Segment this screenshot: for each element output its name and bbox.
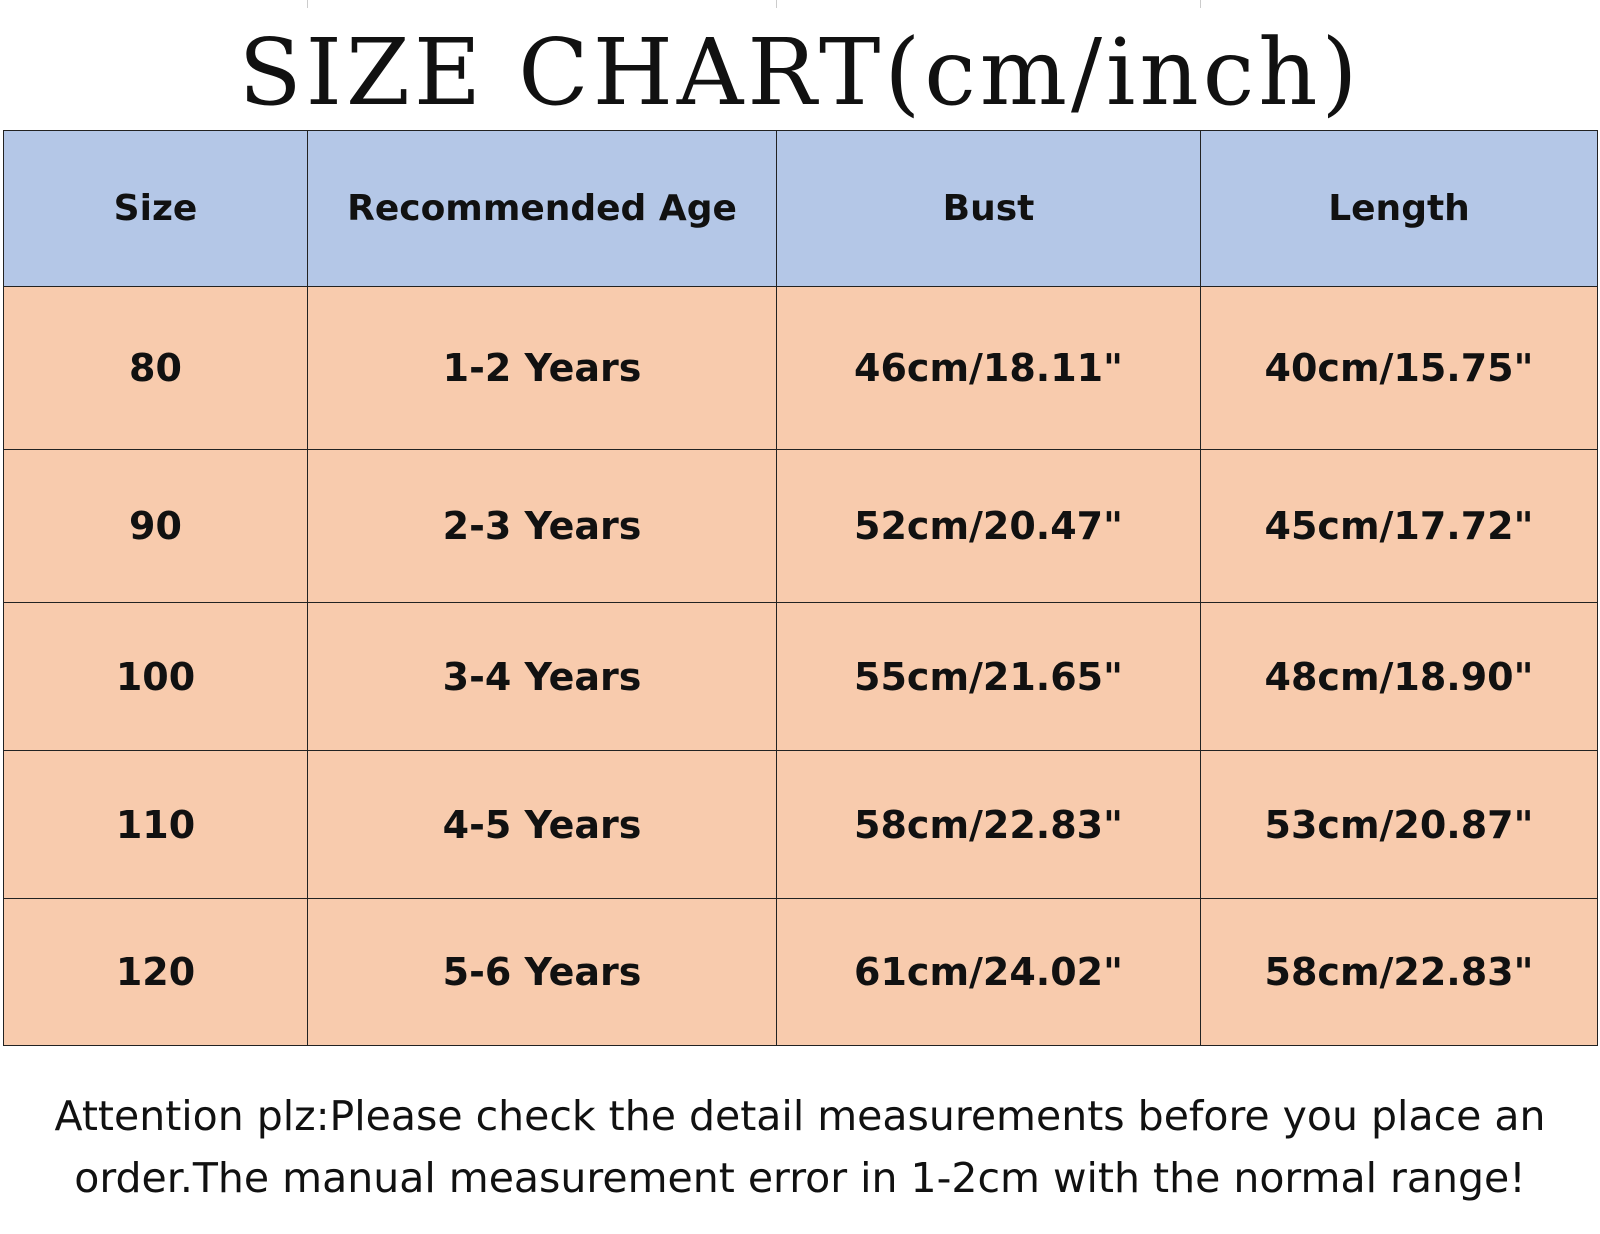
header-cell: Size xyxy=(3,130,308,287)
header-cell: Recommended Age xyxy=(307,130,777,287)
table-cell: 100 xyxy=(3,602,308,751)
table-cell: 3-4 Years xyxy=(307,602,777,751)
table-cell: 53cm/20.87" xyxy=(1200,750,1598,899)
table-cell: 110 xyxy=(3,750,308,899)
table-cell: 40cm/15.75" xyxy=(1200,286,1598,450)
table-cell: 48cm/18.90" xyxy=(1200,602,1598,751)
table-cell: 46cm/18.11" xyxy=(776,286,1201,450)
grid-line xyxy=(776,0,777,8)
table-cell: 90 xyxy=(3,449,308,603)
header-cell: Bust xyxy=(776,130,1201,287)
table-cell: 55cm/21.65" xyxy=(776,602,1201,751)
table-cell: 4-5 Years xyxy=(307,750,777,899)
table-cell: 52cm/20.47" xyxy=(776,449,1201,603)
table-cell: 80 xyxy=(3,286,308,450)
note: Attention plz:Please check the detail me… xyxy=(54,1092,1546,1202)
title: SIZE CHART(cm/inch) xyxy=(238,19,1362,126)
header-cell: Length xyxy=(1200,130,1598,287)
grid-line xyxy=(1200,0,1201,8)
table-cell: 1-2 Years xyxy=(307,286,777,450)
table-cell: 58cm/22.83" xyxy=(1200,898,1598,1046)
table-cell: 58cm/22.83" xyxy=(776,750,1201,899)
grid-line xyxy=(307,0,308,8)
table-cell: 120 xyxy=(3,898,308,1046)
table-cell: 61cm/24.02" xyxy=(776,898,1201,1046)
table-cell: 5-6 Years xyxy=(307,898,777,1046)
table-cell: 45cm/17.72" xyxy=(1200,449,1598,603)
table-cell: 2-3 Years xyxy=(307,449,777,603)
